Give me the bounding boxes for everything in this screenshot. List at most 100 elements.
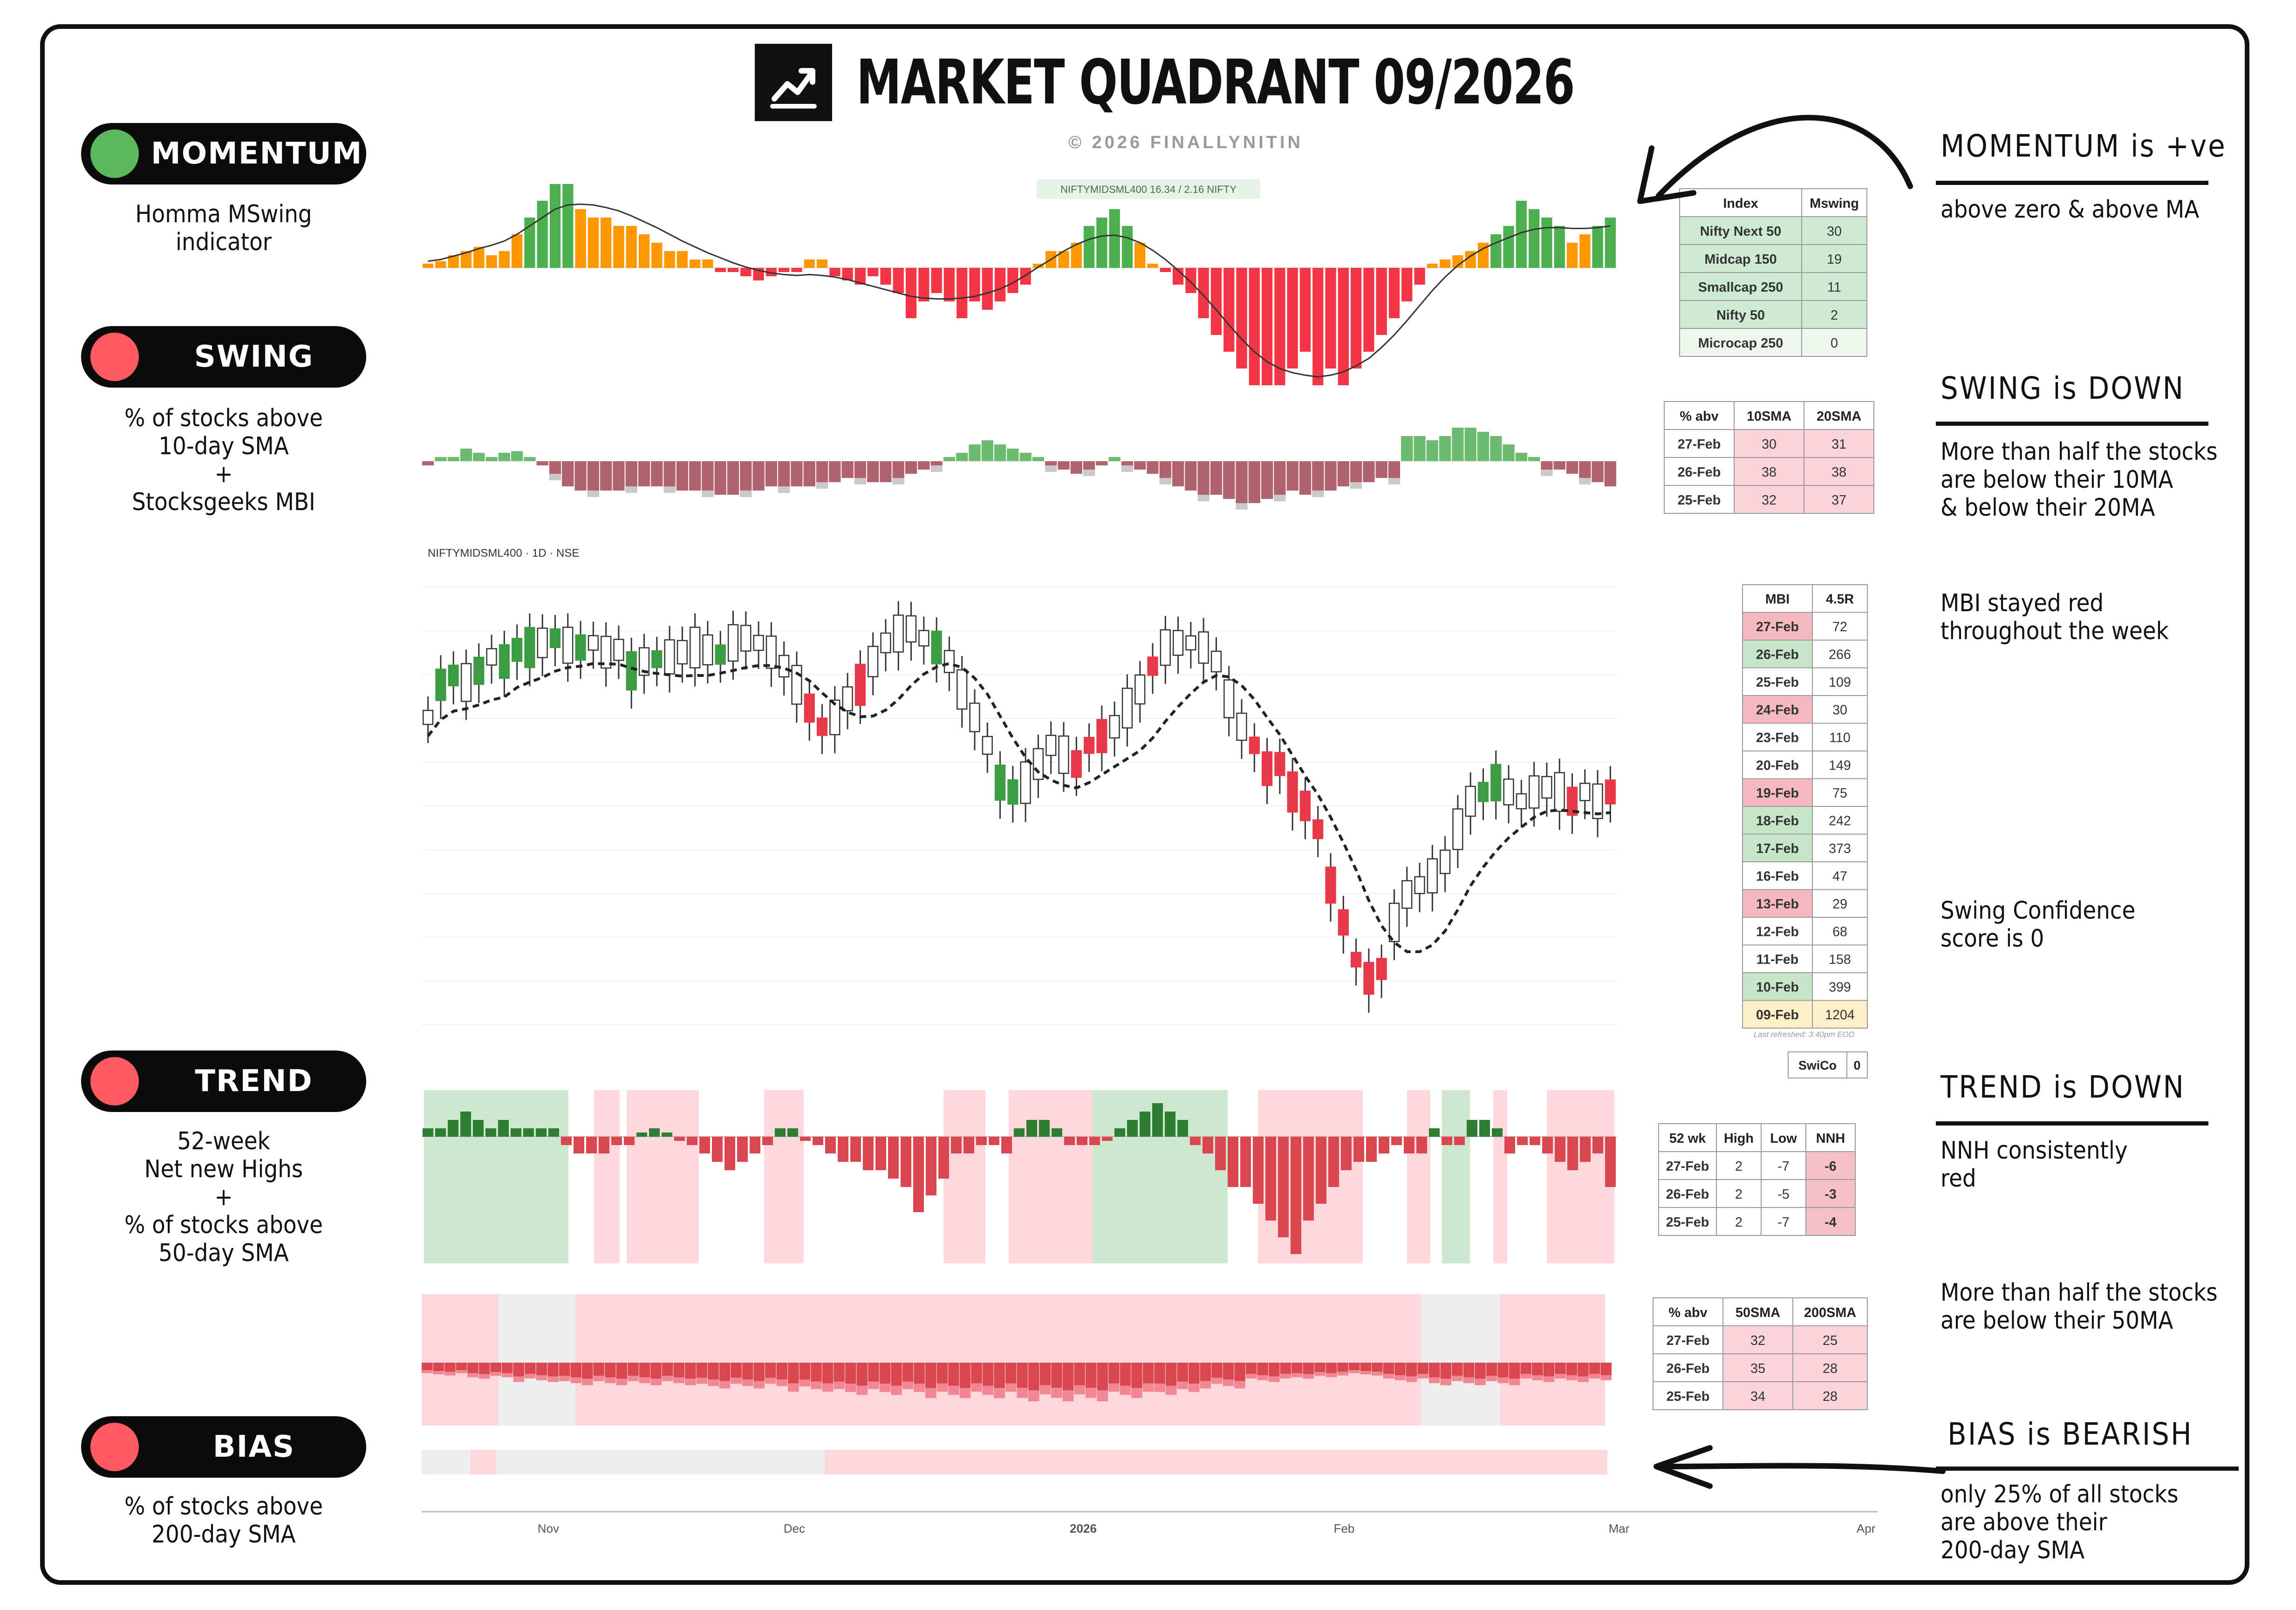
nnh-bar (1592, 1137, 1603, 1153)
momentum-note: above zero & above MA (1941, 196, 2200, 224)
sma200-bar (513, 1376, 525, 1382)
candle-body (1312, 819, 1324, 839)
table-cell-text: 1204 (1825, 1008, 1855, 1023)
nnh-bar (662, 1132, 672, 1137)
table-cell (1792, 1353, 1868, 1382)
sma50-bar (868, 1363, 879, 1382)
x-tick-label: Apr (1857, 1521, 1876, 1535)
sma50-bar (1200, 1363, 1211, 1381)
table-cell (1812, 944, 1868, 973)
sma200-bar (742, 1379, 753, 1386)
nnh-bar (964, 1137, 974, 1153)
candle-body (943, 650, 955, 673)
sma200-bar (581, 1378, 593, 1385)
page-title: MARKET QUADRANT 09/2026 (856, 47, 1575, 118)
momentum-bar (1541, 218, 1552, 268)
candle-body (1083, 737, 1095, 754)
momentum-bar (1592, 226, 1603, 268)
sma200-bar (1085, 1388, 1097, 1398)
momentum-bar (664, 251, 675, 268)
candle-body (1541, 776, 1552, 799)
table-cell-text: Nifty 50 (1716, 308, 1765, 323)
table-cell-text: 28 (1823, 1361, 1838, 1376)
table-cell (1812, 612, 1868, 641)
table-cell-text: 16-Feb (1756, 869, 1799, 884)
sma200-bar (753, 1381, 765, 1389)
swing-bar (1312, 461, 1324, 491)
momentum-bar (957, 268, 968, 318)
sma200-bar (1211, 1378, 1223, 1384)
table-header-cell (1664, 401, 1735, 430)
bias-arrow (1656, 1463, 1946, 1474)
table-cell-text: 26-Feb (1756, 647, 1799, 662)
sma200-bar (788, 1383, 799, 1392)
sma50-bar (1131, 1363, 1142, 1388)
momentum-bar (690, 259, 701, 268)
table-header-cell (1742, 584, 1813, 613)
swing-bar (854, 461, 867, 478)
table-header-text: 4.5R (1826, 592, 1854, 607)
candle-body (1554, 772, 1565, 812)
swing-bar (1274, 461, 1286, 495)
nnh-bar (1014, 1128, 1025, 1137)
momentum-bar (1401, 268, 1413, 301)
candle-body (994, 764, 1006, 801)
table-header-cell (1716, 1123, 1762, 1152)
last-refreshed: Last refreshed: 3:40pm EOD (1754, 1030, 1854, 1039)
candle-body (1287, 771, 1298, 813)
nnh-bar (1165, 1112, 1175, 1137)
table-cell (1653, 1325, 1723, 1354)
swing-bar-overlay (1350, 482, 1362, 489)
momentum-bar (829, 268, 840, 276)
momentum-bar (1274, 268, 1285, 385)
table-header-text: % abv (1680, 409, 1718, 424)
table-cell (1812, 695, 1868, 724)
swing-bar (1325, 461, 1337, 491)
table-cell-text: Midcap 150 (1704, 252, 1777, 267)
sma200-bar (433, 1371, 444, 1375)
nnh-bar (1039, 1120, 1050, 1137)
momentum-bar (1249, 268, 1260, 385)
nnh-bar (1215, 1137, 1226, 1170)
sma50-bar (925, 1363, 936, 1388)
momentum-arrowhead (1637, 145, 1696, 204)
swing-bar (676, 461, 689, 491)
nnh-bar (1127, 1120, 1138, 1137)
nnh-bar (888, 1137, 899, 1179)
nnh-bar (1253, 1137, 1264, 1204)
nnh-bar (1152, 1103, 1163, 1137)
price-panel: NIFTYMIDSML400 · 1D · NSE (422, 547, 1617, 1025)
swing-bar-overlay (816, 482, 828, 489)
candle-body (1007, 779, 1018, 805)
table-cell (1679, 216, 1802, 245)
momentum-bar (1096, 218, 1107, 268)
momentum-bar (1490, 234, 1502, 268)
trend-50ma-note: More than half the stocks are below thei… (1941, 1279, 2218, 1335)
sma200-bar (1303, 1374, 1314, 1379)
nnh-bar (1379, 1137, 1389, 1153)
title-block: MARKET QUADRANT 09/2026 (755, 43, 1732, 122)
nnh-bar (825, 1137, 836, 1153)
sma200-bar (628, 1376, 639, 1381)
momentum-bar (651, 243, 663, 268)
candle-body (957, 669, 968, 710)
momentum-bar (727, 268, 739, 272)
momentum-bar (779, 268, 790, 272)
sma200-bar (1394, 1375, 1406, 1380)
sma200-bar (1051, 1388, 1062, 1398)
swing-bar-overlay (1159, 478, 1171, 484)
nnh-regime-band (594, 1090, 620, 1263)
sma50-bar (1428, 1363, 1440, 1378)
candle-body (727, 624, 739, 662)
candle-body (1274, 752, 1285, 776)
table-header-text: 10SMA (1747, 409, 1791, 424)
sma200-bar (1131, 1388, 1142, 1399)
sma200-bar (982, 1385, 994, 1395)
table-cell-text: 2 (1831, 308, 1838, 323)
time-axis: Nov Dec 2026 Feb Mar Apr (422, 1511, 1878, 1535)
table-cell-text: 32 (1750, 1333, 1765, 1348)
momentum-bar (868, 268, 879, 276)
candle-body (1109, 715, 1120, 739)
table-cell (1742, 806, 1813, 835)
divider (1936, 422, 2208, 426)
